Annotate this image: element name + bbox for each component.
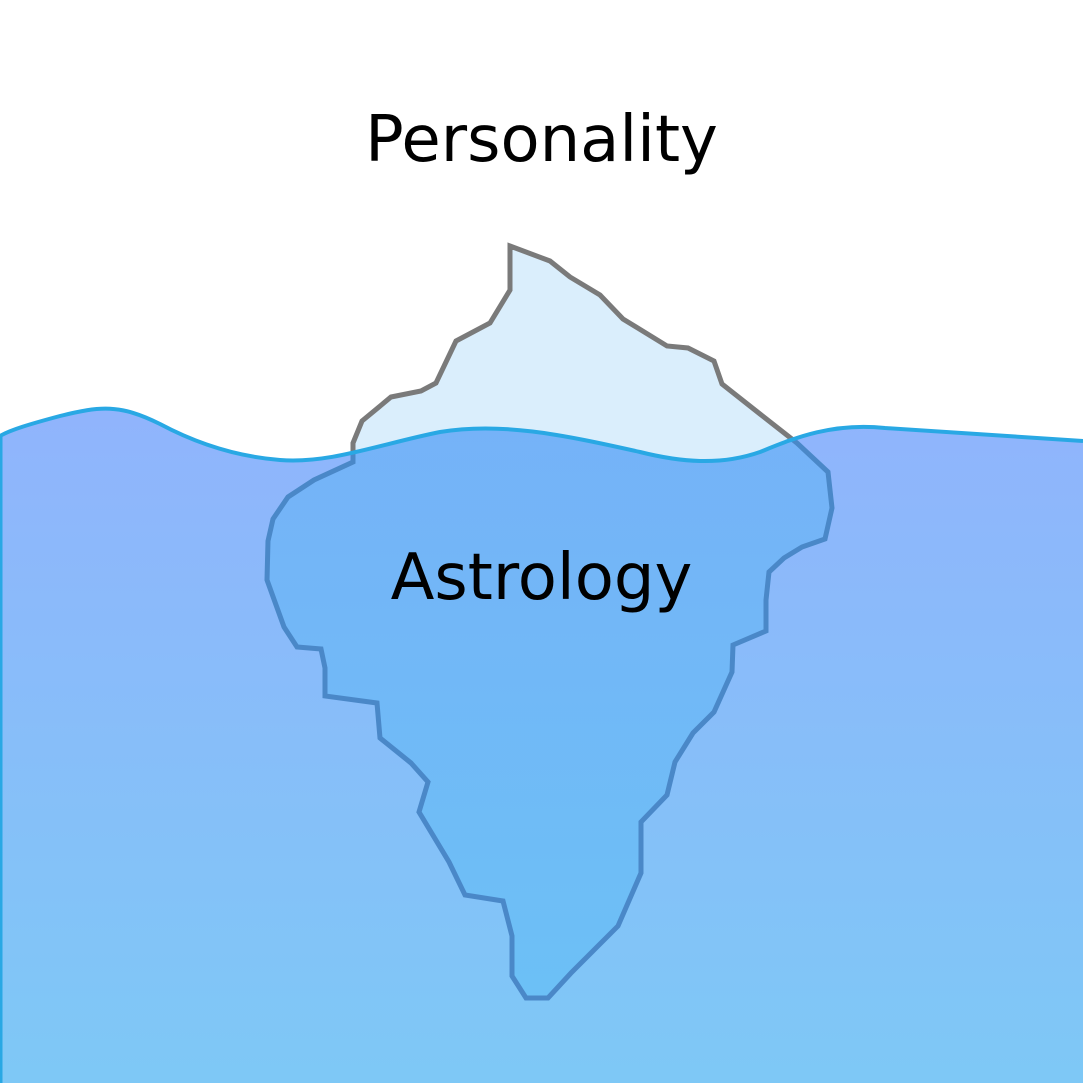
waterline — [0, 406, 1083, 463]
below-water-label: Astrology — [390, 541, 693, 615]
above-water-label: Personality — [365, 103, 718, 177]
